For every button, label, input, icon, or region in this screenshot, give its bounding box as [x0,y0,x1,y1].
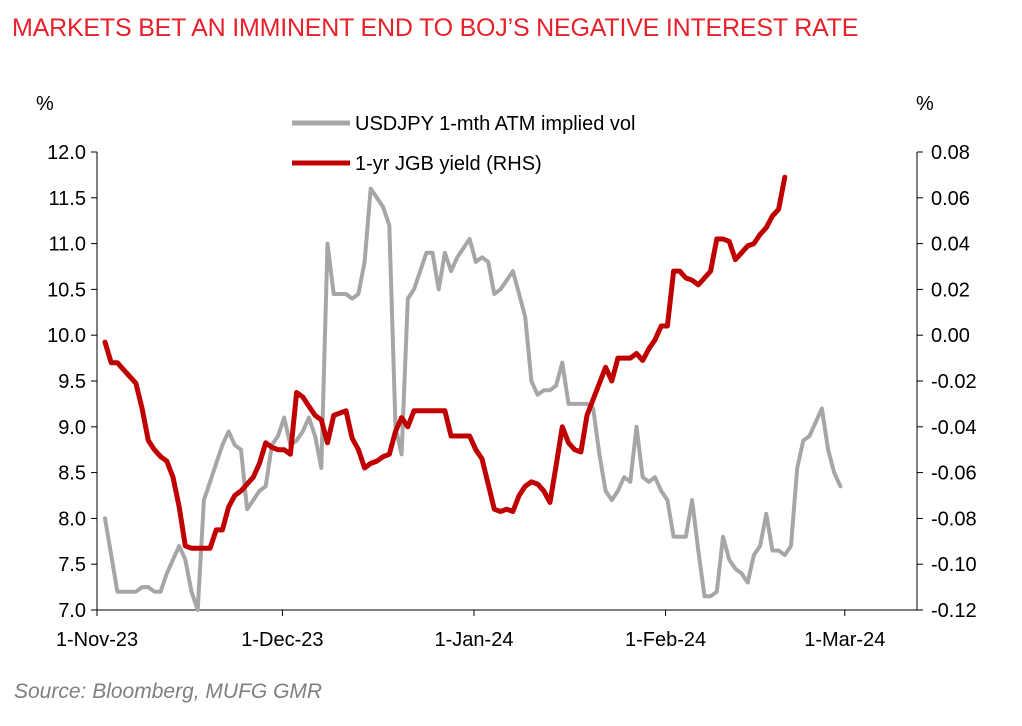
right-axis-tick-label: 0.08 [931,142,970,164]
right-axis-tick-label: 0.00 [931,325,970,347]
left-axis-tick-label: 7.5 [58,554,86,576]
left-axis-tick-label: 10.0 [47,325,86,347]
left-axis-tick-label: 7.0 [58,600,86,622]
series-line-jgb-yield [102,174,788,551]
left-axis-tick-label: 10.5 [47,279,86,301]
legend-label-vol: USDJPY 1-mth ATM implied vol [355,113,635,135]
right-axis-tick-label: -0.06 [931,463,977,485]
left-axis-tick-label: 11.0 [49,234,86,256]
right-axis-tick-label: -0.04 [931,417,977,439]
left-axis-unit-label: % [36,93,54,115]
legend-label-jgb: 1-yr JGB yield (RHS) [355,153,542,175]
series-line-usdjpy-implied-vol [103,186,843,612]
left-axis-tick-label: 8.5 [58,463,86,485]
legend: USDJPY 1-mth ATM implied vol 1-yr JGB yi… [292,113,635,175]
right-axis-unit-label: % [916,93,934,115]
right-axis-tick-label: 0.06 [931,188,970,210]
right-axis-tick-label: 0.04 [931,234,970,256]
right-axis-tick-label: -0.10 [931,554,977,576]
x-axis-tick-label: 1-Mar-24 [804,629,885,651]
x-axis-tick-label: 1-Feb-24 [625,629,706,651]
left-axis-tick-label: 8.0 [58,508,86,530]
right-axis-tick-label: 0.02 [931,279,970,301]
right-axis-tick-label: -0.02 [931,371,977,393]
x-axis-tick-label: 1-Jan-24 [435,629,514,651]
source-note: Source: Bloomberg, MUFG GMR [14,680,323,703]
left-axis-tick-label: 9.5 [58,371,86,393]
left-axis-tick-label: 9.0 [58,417,86,439]
right-axis-tick-label: -0.08 [931,508,977,530]
left-axis-tick-label: 12.0 [47,142,86,164]
chart-title: MARKETS BET AN IMMINENT END TO BOJ’S NEG… [12,14,859,42]
left-axis-tick-label: 11.5 [49,188,86,210]
right-axis-tick-label: -0.12 [931,600,977,622]
x-axis-tick-label: 1-Nov-23 [56,629,138,651]
x-axis-tick-label: 1-Dec-23 [241,629,323,651]
